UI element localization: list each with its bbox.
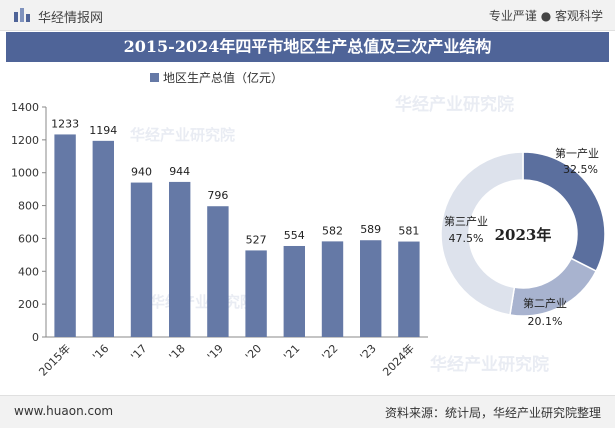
bar-value-label: 1233 bbox=[51, 117, 79, 130]
x-tick-label: '20 bbox=[243, 342, 264, 363]
chart-title: 2015-2024年四平市地区生产总值及三次产业结构 bbox=[6, 32, 609, 62]
bar bbox=[245, 250, 267, 337]
bar bbox=[283, 245, 305, 337]
bar-value-label: 940 bbox=[131, 166, 152, 179]
legend-swatch bbox=[150, 73, 159, 82]
y-tick-label: 400 bbox=[18, 265, 39, 278]
y-tick-label: 1000 bbox=[11, 167, 39, 180]
donut-slice-value: 47.5% bbox=[449, 232, 484, 245]
bar bbox=[54, 134, 76, 337]
donut-slice bbox=[522, 151, 606, 273]
bar bbox=[92, 140, 114, 337]
donut-slice-name: 第三产业 bbox=[444, 214, 488, 228]
bar-value-label: 796 bbox=[207, 189, 228, 202]
data-source: 资料来源：统计局，华经产业研究院整理 bbox=[384, 406, 601, 420]
x-tick-label: '17 bbox=[128, 342, 149, 363]
x-tick-label: '23 bbox=[358, 342, 379, 363]
donut-slice-name: 第一产业 bbox=[555, 146, 599, 160]
donut-slice-value: 32.5% bbox=[563, 163, 598, 176]
bar bbox=[130, 182, 153, 337]
bar-value-label: 1194 bbox=[89, 124, 117, 137]
donut-slice-name: 第二产业 bbox=[523, 296, 567, 310]
watermark-text-3: 华经产业研究院 bbox=[430, 354, 549, 375]
bar bbox=[207, 206, 229, 337]
donut-slice bbox=[440, 151, 524, 316]
y-tick-label: 800 bbox=[18, 200, 39, 213]
x-tick-label: 2024年 bbox=[380, 341, 417, 378]
x-tick-label: '16 bbox=[90, 342, 111, 363]
bar-value-label: 582 bbox=[322, 224, 343, 237]
tagline: 专业严谨 ● 客观科学 bbox=[488, 9, 603, 23]
bar-value-label: 944 bbox=[169, 165, 190, 178]
chart-area: 华经产业研究院华经产业研究院华经产业研究院华经产业研究院地区生产总值（亿元）02… bbox=[11, 70, 606, 379]
y-tick-label: 0 bbox=[32, 331, 39, 344]
y-tick-label: 200 bbox=[18, 298, 39, 311]
brand-logo-icon bbox=[14, 8, 30, 22]
bar-value-label: 581 bbox=[398, 225, 419, 238]
site-url[interactable]: www.huaon.com bbox=[14, 404, 114, 418]
bar-value-label: 589 bbox=[360, 223, 381, 236]
watermark-text-0: 华经产业研究院 bbox=[395, 94, 514, 115]
watermark-text-2: 华经产业研究院 bbox=[150, 293, 255, 311]
bar bbox=[360, 240, 382, 337]
bar-value-label: 527 bbox=[246, 233, 267, 246]
watermark-text-1: 华经产业研究院 bbox=[130, 126, 235, 144]
bar bbox=[398, 241, 420, 337]
donut-center-label: 2023年 bbox=[495, 226, 552, 244]
x-tick-label: '22 bbox=[319, 342, 340, 363]
y-tick-label: 600 bbox=[18, 232, 39, 245]
donut-slice-value: 20.1% bbox=[528, 315, 563, 328]
brand-name: 华经情报网 bbox=[38, 11, 104, 26]
bar-value-label: 554 bbox=[284, 229, 305, 242]
top-bar: 华经情报网 专业严谨 ● 客观科学 bbox=[0, 0, 615, 31]
legend-label: 地区生产总值（亿元） bbox=[163, 70, 283, 85]
footer-bar: www.huaon.com 资料来源：统计局，华经产业研究院整理 bbox=[0, 395, 615, 428]
y-tick-label: 1200 bbox=[11, 134, 39, 147]
y-tick-label: 1400 bbox=[11, 101, 39, 114]
x-tick-label: '19 bbox=[205, 342, 226, 363]
x-tick-label: '18 bbox=[167, 342, 188, 363]
bar bbox=[169, 181, 191, 337]
bar bbox=[321, 241, 344, 337]
x-tick-label: 2015年 bbox=[36, 341, 73, 378]
x-tick-label: '21 bbox=[281, 342, 302, 363]
